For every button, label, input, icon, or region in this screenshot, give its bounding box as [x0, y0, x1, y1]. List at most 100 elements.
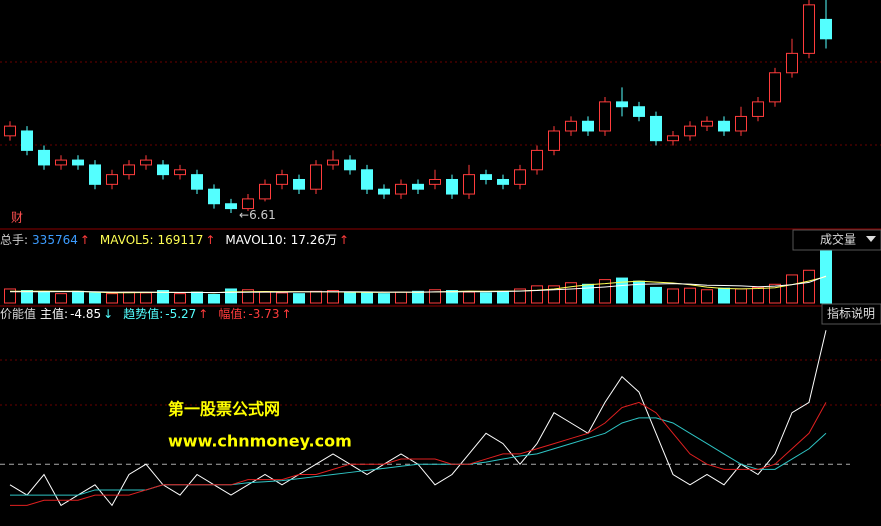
volume-bar — [395, 291, 407, 304]
candle-body — [412, 183, 424, 190]
indicator-line — [10, 417, 827, 496]
indicator-button[interactable] — [821, 303, 881, 325]
candle-body — [344, 159, 356, 171]
volume-bar — [327, 290, 339, 304]
volume-bar — [276, 292, 288, 304]
indicator-name: 价能值 — [0, 306, 36, 321]
candle-body — [548, 130, 560, 151]
volume-bar — [106, 293, 118, 304]
low-value: 6.61 — [249, 207, 276, 221]
volume-bar — [548, 285, 560, 304]
candle-body — [395, 183, 407, 195]
volume-bar — [310, 290, 322, 304]
candle-body — [259, 183, 271, 200]
indicator-value: -4.85 — [70, 307, 101, 321]
candle-body — [565, 120, 577, 132]
candle-body — [157, 164, 169, 176]
volume-bar — [616, 277, 628, 304]
volume-bar — [293, 293, 305, 304]
indicator-button-label[interactable]: 指标说明 — [827, 306, 875, 321]
candle-body — [4, 125, 16, 137]
volume-bar — [208, 293, 220, 304]
watermark-title: 第一股票公式网 — [168, 400, 280, 419]
volume-bar — [123, 291, 135, 304]
header-arrow: ↑ — [80, 233, 90, 247]
indicator-line — [10, 401, 827, 506]
candle-body — [208, 188, 220, 205]
volume-bar — [361, 292, 373, 304]
volume-bar — [803, 269, 815, 304]
candle-body — [735, 115, 747, 132]
volume-bar — [514, 288, 526, 304]
volume-button[interactable] — [792, 229, 881, 251]
volume-bar — [480, 292, 492, 304]
candle-body — [616, 101, 628, 108]
header-value: 17.26万 — [291, 233, 337, 247]
volume-bar — [378, 293, 390, 304]
volume-bar — [446, 290, 458, 304]
indicator-label: 趋势值: — [123, 306, 163, 321]
volume-bar — [412, 290, 424, 304]
volume-bar — [667, 288, 679, 304]
candle-body — [701, 120, 713, 127]
candle-body — [140, 159, 152, 166]
candle-body — [599, 101, 611, 132]
candle-body — [497, 178, 509, 185]
indicator-value: -5.27 — [165, 307, 196, 321]
indicator-line — [9, 330, 827, 507]
volume-button-label[interactable]: 成交量 — [820, 232, 856, 247]
header-label: MAVOL5: — [100, 233, 154, 247]
low-annotation: ←6.61 — [239, 207, 276, 221]
indicator-value: -3.73 — [248, 307, 279, 321]
candle-body — [633, 106, 645, 117]
candle-body — [820, 18, 832, 40]
dropdown-icon[interactable] — [866, 236, 876, 242]
candle-body — [174, 169, 186, 176]
volume-bar — [21, 290, 33, 304]
candle-body — [463, 174, 475, 195]
header-label: MAVOL10: — [225, 233, 286, 247]
indicator-arrow: ↓ — [103, 307, 113, 321]
candle-body — [293, 178, 305, 190]
header-arrow: ↑ — [339, 233, 349, 247]
candle-body — [684, 125, 696, 137]
volume-bar — [72, 290, 84, 304]
candle-body — [55, 159, 67, 166]
volume-bar — [684, 287, 696, 304]
candle-body — [378, 188, 390, 195]
indicator-label: 幅值: — [218, 306, 246, 321]
candle-body — [769, 72, 781, 103]
candle-body — [21, 130, 33, 151]
candle-body — [786, 52, 798, 74]
candle-body — [89, 164, 101, 185]
volume-bar — [531, 285, 543, 304]
candle-body — [480, 174, 492, 180]
volume-bar — [565, 282, 577, 304]
candle-body — [242, 198, 254, 210]
candle-body — [531, 149, 543, 171]
volume-bar — [225, 288, 237, 304]
header-value: 335764 — [32, 233, 78, 247]
volume-bar — [769, 283, 781, 304]
volume-bar — [650, 286, 662, 304]
volume-bar — [157, 290, 169, 304]
candle-body — [191, 174, 203, 190]
volume-bar — [429, 289, 441, 304]
volume-bar — [191, 291, 203, 304]
volume-bar — [38, 291, 50, 304]
candle-body — [276, 174, 288, 185]
candle-body — [650, 115, 662, 142]
indicator-label: 主值: — [40, 306, 68, 321]
candle-body — [225, 203, 237, 210]
finance-tag: 财 — [11, 211, 23, 225]
indicator-header: 价能值 主值: -4.85 ↓ 趋势值: -5.27 ↑ 幅值: -3.73 ↑ — [0, 306, 292, 321]
volume-bar — [140, 292, 152, 304]
header-value: 169117 — [158, 233, 204, 247]
volume-bar — [55, 293, 67, 304]
arrow: ← — [239, 207, 249, 221]
volume-bar — [463, 291, 475, 304]
volume-bar — [752, 286, 764, 304]
volume-bar — [242, 289, 254, 304]
indicator-arrow: ↑ — [281, 307, 291, 321]
